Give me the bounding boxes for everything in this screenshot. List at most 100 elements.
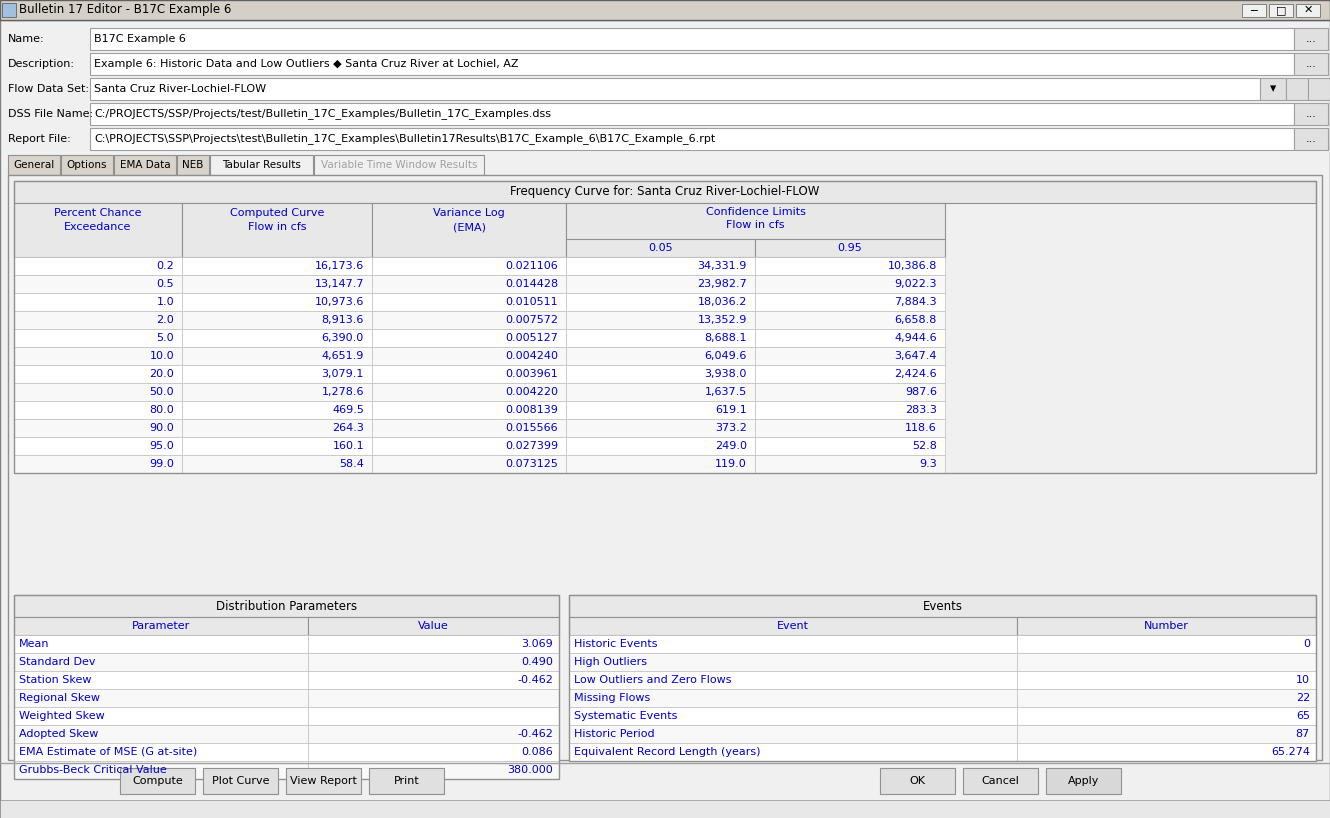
Bar [567, 239, 755, 257]
Text: -0.462: -0.462 [517, 675, 553, 685]
Text: 10.0: 10.0 [149, 351, 174, 361]
Bar [309, 671, 559, 689]
Bar [182, 311, 372, 329]
Bar [1294, 103, 1327, 125]
Text: 3.069: 3.069 [521, 639, 553, 649]
Bar [15, 181, 1315, 203]
Bar [1295, 4, 1319, 17]
Text: 0.05: 0.05 [648, 243, 673, 253]
Text: ...: ... [1306, 59, 1317, 69]
Text: ─: ─ [1250, 5, 1257, 15]
Bar [15, 671, 309, 689]
Bar [569, 595, 1315, 761]
Text: 6,390.0: 6,390.0 [322, 333, 364, 343]
Text: 1,278.6: 1,278.6 [322, 387, 364, 397]
Bar [569, 653, 1017, 671]
Text: 380.000: 380.000 [507, 765, 553, 775]
Text: 0.086: 0.086 [521, 747, 553, 757]
Text: 118.6: 118.6 [906, 423, 938, 433]
Bar [372, 455, 567, 473]
Bar [569, 725, 1017, 743]
Bar [15, 275, 182, 293]
Bar [90, 103, 1294, 125]
Bar [755, 419, 946, 437]
Bar [182, 401, 372, 419]
Bar [567, 401, 755, 419]
Text: 1.0: 1.0 [157, 297, 174, 307]
Text: Event: Event [777, 621, 809, 631]
Text: Exceedance: Exceedance [64, 222, 132, 232]
Bar [15, 181, 1315, 473]
Bar [372, 311, 567, 329]
Text: Tabular Results: Tabular Results [222, 160, 301, 170]
Text: 469.5: 469.5 [332, 405, 364, 415]
Bar [3, 3, 16, 17]
Bar [182, 329, 372, 347]
Text: 2.0: 2.0 [156, 315, 174, 325]
Bar [177, 155, 209, 175]
Bar [15, 455, 182, 473]
Bar [8, 175, 1322, 760]
Bar [569, 689, 1017, 707]
Bar [755, 257, 946, 275]
Bar [1294, 28, 1327, 50]
Bar [309, 707, 559, 725]
Text: Bulletin 17 Editor - B17C Example 6: Bulletin 17 Editor - B17C Example 6 [19, 3, 231, 16]
Text: 0.021106: 0.021106 [505, 261, 559, 271]
Bar [182, 383, 372, 401]
Bar [1017, 689, 1315, 707]
Bar [372, 347, 567, 365]
Bar [182, 257, 372, 275]
Text: 0.008139: 0.008139 [505, 405, 559, 415]
Bar [569, 743, 1017, 761]
Text: NEB: NEB [182, 160, 203, 170]
Text: 8,913.6: 8,913.6 [322, 315, 364, 325]
Bar [1242, 4, 1266, 17]
Text: 0.5: 0.5 [157, 279, 174, 289]
Bar [567, 293, 755, 311]
Text: Historic Events: Historic Events [575, 639, 657, 649]
Text: 0.004220: 0.004220 [505, 387, 559, 397]
Bar [567, 455, 755, 473]
Text: Station Skew: Station Skew [19, 675, 92, 685]
Text: 23,982.7: 23,982.7 [697, 279, 747, 289]
Text: 0.007572: 0.007572 [505, 315, 559, 325]
Bar [15, 437, 182, 455]
Bar [1017, 617, 1315, 635]
Text: 6,658.8: 6,658.8 [895, 315, 938, 325]
Bar [1017, 653, 1315, 671]
Bar [569, 671, 1017, 689]
Bar [569, 617, 1017, 635]
Text: Cancel: Cancel [982, 776, 1019, 786]
Text: 22: 22 [1295, 693, 1310, 703]
Bar [15, 203, 182, 257]
Bar [755, 293, 946, 311]
Bar [372, 275, 567, 293]
Bar [182, 293, 372, 311]
Bar [1017, 671, 1315, 689]
Text: Adopted Skew: Adopted Skew [19, 729, 98, 739]
Bar [372, 203, 567, 257]
Bar [314, 155, 484, 175]
Text: 0.490: 0.490 [521, 657, 553, 667]
Bar [286, 768, 360, 794]
Text: OK: OK [910, 776, 926, 786]
Bar [15, 707, 309, 725]
Text: Value: Value [418, 621, 450, 631]
Bar [1017, 725, 1315, 743]
Bar [120, 768, 196, 794]
Text: 20.0: 20.0 [149, 369, 174, 379]
Bar [309, 761, 559, 779]
Bar [755, 455, 946, 473]
Text: 373.2: 373.2 [716, 423, 747, 433]
Text: Plot Curve: Plot Curve [211, 776, 269, 786]
Text: 7,884.3: 7,884.3 [894, 297, 938, 307]
Text: Flow in cfs: Flow in cfs [726, 220, 785, 230]
Text: Number: Number [1144, 621, 1189, 631]
Text: Missing Flows: Missing Flows [575, 693, 650, 703]
Text: Apply: Apply [1068, 776, 1099, 786]
Bar [15, 401, 182, 419]
Bar [755, 365, 946, 383]
Bar [567, 347, 755, 365]
Bar [567, 275, 755, 293]
